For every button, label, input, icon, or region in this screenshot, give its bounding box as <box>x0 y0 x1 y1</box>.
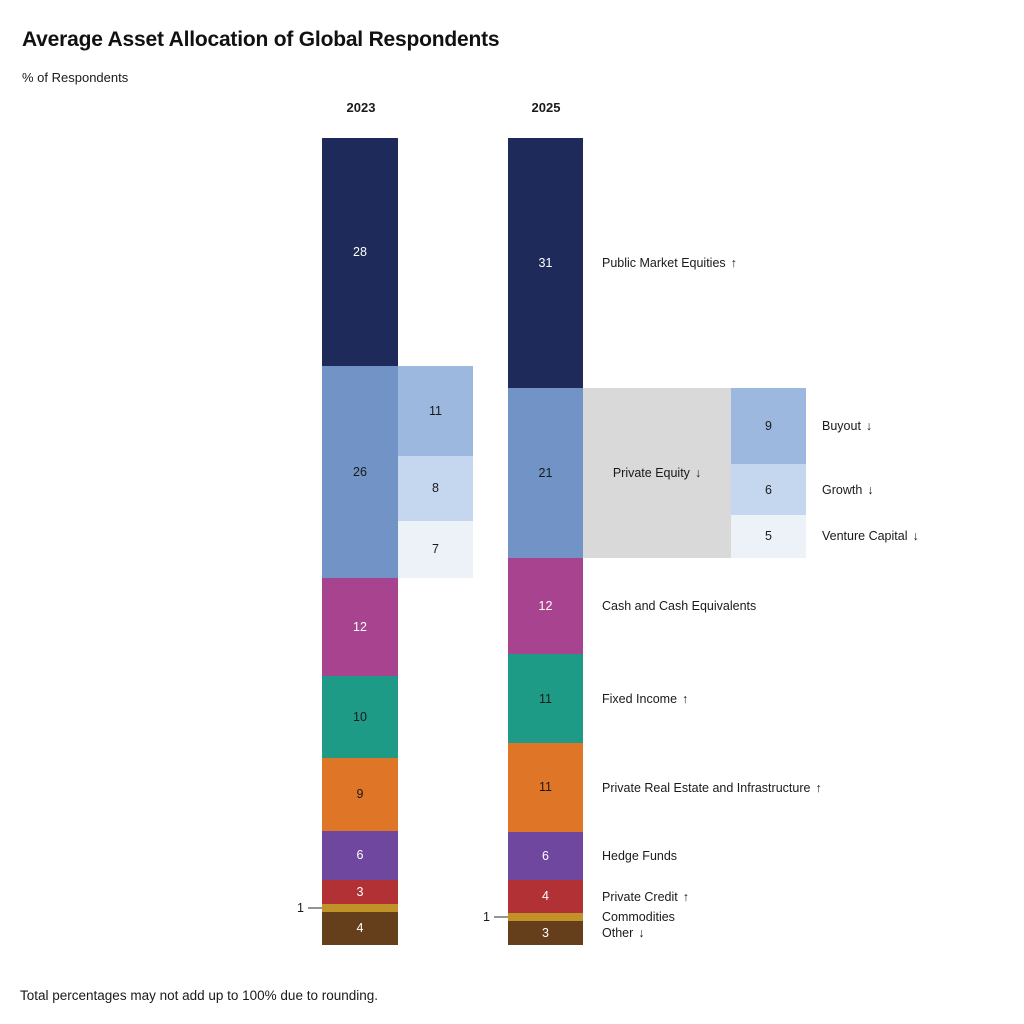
venture-capital-label-text: Venture Capital <box>822 529 908 544</box>
pe-sub-value-2025-growth: 6 <box>765 482 772 497</box>
leader-line-2025 <box>494 915 508 918</box>
pe-sub-segment-2023-growth: 8 <box>398 455 473 522</box>
category-label-private-real-estate-and-infrastructure: Private Real Estate and Infrastructure ↑ <box>602 781 822 795</box>
pe-sub-value-2025-buyout: 9 <box>765 419 772 434</box>
segment-2023-hedge-funds: 6 <box>322 830 398 880</box>
leader-value-2023-commodities: 1 <box>297 901 304 916</box>
segment-2023-fixed-income: 10 <box>322 676 398 758</box>
category-label-fixed-income: Fixed Income ↑ <box>602 692 688 706</box>
private-credit-label-text: Private Credit <box>602 889 678 904</box>
trend-down-icon: ↓ <box>638 925 645 940</box>
pe-sub-label-venture-capital: Venture Capital ↓ <box>822 529 919 543</box>
value-2023-private-equity: 26 <box>353 464 367 479</box>
value-2025-private-credit: 4 <box>542 889 549 904</box>
segment-2023-private-equity: 26 <box>322 366 398 579</box>
value-2025-public-market-equities: 31 <box>538 255 553 270</box>
pe-sub-segment-2023-buyout: 11 <box>398 366 473 456</box>
trend-up-icon: ↑ <box>682 691 689 706</box>
trend-down-icon: ↓ <box>694 465 702 480</box>
segment-2025-private-equity: 21 <box>508 388 583 558</box>
value-2025-cash-and-cash-equivalents: 12 <box>538 598 553 613</box>
public-market-equities-label-text: Public Market Equities <box>602 256 726 271</box>
category-label-private-credit: Private Credit ↑ <box>602 890 689 904</box>
trend-up-icon: ↑ <box>730 256 737 271</box>
trend-down-icon: ↓ <box>865 419 873 434</box>
value-2025-hedge-funds: 6 <box>542 848 549 863</box>
pe-sub-segment-2025-buyout: 9 <box>731 388 806 465</box>
segment-2023-commodities <box>322 904 398 913</box>
segment-2025-private-real-estate-and-infrastructure: 11 <box>508 743 583 833</box>
growth-label-text: Growth <box>822 482 863 497</box>
private-real-estate-and-infrastructure-label-text: Private Real Estate and Infrastructure <box>602 780 811 795</box>
leader-line-2023 <box>308 907 322 910</box>
segment-2023-cash-and-cash-equivalents: 12 <box>322 578 398 676</box>
category-label-other: Other ↓ <box>602 926 645 940</box>
value-2023-hedge-funds: 6 <box>356 848 364 863</box>
segment-2023-public-market-equities: 28 <box>322 138 398 367</box>
segment-2025-fixed-income: 11 <box>508 654 583 744</box>
segment-2025-public-market-equities: 31 <box>508 138 583 389</box>
segment-2023-other: 4 <box>322 912 398 945</box>
chart-subtitle: % of Respondents <box>22 70 129 85</box>
value-2023-fixed-income: 10 <box>353 709 367 724</box>
trend-up-icon: ↑ <box>815 780 822 795</box>
buyout-label-text: Buyout <box>822 419 861 434</box>
pe-sub-value-2023-growth: 8 <box>432 481 439 496</box>
pe-sub-value-2023-buyout: 11 <box>429 403 442 418</box>
trend-down-icon: ↓ <box>867 482 874 497</box>
other-label-text: Other <box>602 925 634 940</box>
private-equity-label-text: Private Equity <box>612 465 690 480</box>
value-2023-public-market-equities: 28 <box>353 244 367 259</box>
value-2023-cash-and-cash-equivalents: 12 <box>353 619 367 634</box>
pe-sub-label-buyout: Buyout ↓ <box>822 419 872 433</box>
footnote: Total percentages may not add up to 100%… <box>20 988 379 1003</box>
value-2025-private-real-estate-and-infrastructure: 11 <box>539 780 552 795</box>
category-label-public-market-equities: Public Market Equities ↑ <box>602 256 737 270</box>
segment-2023-private-credit: 3 <box>322 879 398 905</box>
pe-sub-segment-2025-growth: 6 <box>731 464 806 516</box>
pe-sub-label-growth: Growth ↓ <box>822 483 874 497</box>
value-2023-private-credit: 3 <box>356 884 364 899</box>
pe-connector-label: Private Equity ↓ <box>613 466 701 480</box>
category-label-commodities: Commodities <box>602 910 675 924</box>
cash-and-cash-equivalents-label-text: Cash and Cash Equivalents <box>602 599 757 614</box>
pe-sub-segment-2025-venture-capital: 5 <box>731 515 806 558</box>
column-header-2025: 2025 <box>531 100 561 115</box>
leader-value-2025-commodities: 1 <box>483 909 490 924</box>
segment-2025-other: 3 <box>508 920 583 945</box>
pe-sub-value-2025-venture-capital: 5 <box>765 529 772 544</box>
segment-2025-private-credit: 4 <box>508 880 583 913</box>
fixed-income-label-text: Fixed Income <box>602 691 678 706</box>
trend-down-icon: ↓ <box>912 529 919 544</box>
segment-2025-hedge-funds: 6 <box>508 832 583 881</box>
hedge-funds-label-text: Hedge Funds <box>602 849 678 864</box>
page-title: Average Asset Allocation of Global Respo… <box>22 28 500 51</box>
segment-2025-commodities <box>508 912 583 921</box>
value-2025-private-equity: 21 <box>538 465 553 480</box>
category-label-hedge-funds: Hedge Funds <box>602 849 677 863</box>
pe-sub-value-2023-venture-capital: 7 <box>432 542 439 557</box>
segment-2025-cash-and-cash-equivalents: 12 <box>508 557 583 655</box>
segment-2023-private-real-estate-and-infrastructure: 9 <box>322 757 398 831</box>
pe-connector: Private Equity ↓ <box>583 388 731 558</box>
value-2025-other: 3 <box>542 925 549 940</box>
category-label-cash-and-cash-equivalents: Cash and Cash Equivalents <box>602 599 756 613</box>
value-2023-other: 4 <box>356 921 364 936</box>
commodities-label-text: Commodities <box>602 909 675 924</box>
pe-sub-segment-2023-venture-capital: 7 <box>398 521 473 579</box>
column-header-2023: 2023 <box>346 100 376 115</box>
value-2023-private-real-estate-and-infrastructure: 9 <box>356 786 364 801</box>
value-2025-fixed-income: 11 <box>539 691 552 706</box>
trend-up-icon: ↑ <box>682 889 689 904</box>
